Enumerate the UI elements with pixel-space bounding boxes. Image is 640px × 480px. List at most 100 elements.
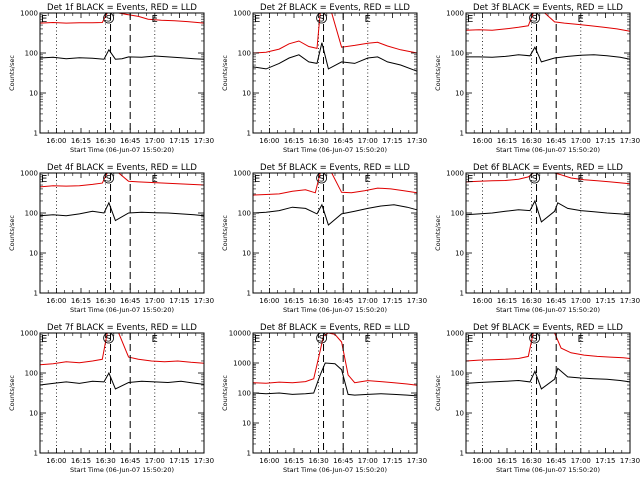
x-tick-label: 16:00 bbox=[46, 457, 66, 465]
y-tick-label: 100 bbox=[238, 390, 251, 398]
x-tick-label: 17:30 bbox=[407, 457, 427, 465]
x-axis-label: Start Time (06-Jun-07 15:50:20) bbox=[283, 146, 387, 154]
panel-title: Det 3f BLACK = Events, RED = LLD bbox=[473, 3, 623, 13]
detector-panel-2: Det 2f BLACK = Events, RED = LLD Counts/s… bbox=[221, 3, 427, 154]
s-marker-circle bbox=[529, 332, 540, 344]
x-tick-label: 16:30 bbox=[309, 137, 329, 145]
series-line-events bbox=[252, 42, 418, 72]
y-tick-label: 100 bbox=[25, 370, 38, 378]
series-line-events bbox=[252, 362, 418, 397]
s-marker-circle bbox=[103, 12, 114, 24]
x-tick-label: 17:15 bbox=[595, 297, 615, 305]
x-tick-label: 17:00 bbox=[571, 137, 591, 145]
x-tick-label: 16:45 bbox=[546, 137, 566, 145]
x-axis-label: Start Time (06-Jun-07 15:50:20) bbox=[496, 306, 600, 314]
s-marker-label: S bbox=[319, 335, 325, 345]
x-axis-label: Start Time (06-Jun-07 15:50:20) bbox=[496, 466, 600, 474]
plot-frame bbox=[39, 172, 205, 294]
x-tick-label: 16:30 bbox=[96, 297, 116, 305]
x-tick-label: 17:15 bbox=[382, 137, 402, 145]
s-marker-label: S bbox=[532, 335, 538, 345]
x-tick-label: 16:45 bbox=[120, 137, 140, 145]
s-marker-circle bbox=[103, 172, 114, 184]
y-tick-label: 10 bbox=[242, 420, 251, 428]
x-tick-label: 17:30 bbox=[407, 137, 427, 145]
y-tick-label: 100 bbox=[451, 370, 464, 378]
plot-frame bbox=[465, 172, 631, 294]
y-tick-label: 1 bbox=[460, 290, 464, 298]
panel-title: Det 9f BLACK = Events, RED = LLD bbox=[473, 323, 623, 333]
y-tick-label: 100 bbox=[238, 50, 251, 58]
y-tick-label: 10 bbox=[29, 250, 38, 258]
e-marker-label: E bbox=[365, 174, 371, 185]
x-tick-label: 17:30 bbox=[620, 297, 640, 305]
plot-frame bbox=[39, 332, 205, 454]
x-tick-label: 16:45 bbox=[333, 297, 353, 305]
x-axis-label: Start Time (06-Jun-07 15:50:20) bbox=[283, 306, 387, 314]
y-tick-label: 10 bbox=[242, 250, 251, 258]
y-tick-label: 1000 bbox=[233, 170, 251, 178]
x-tick-label: 16:00 bbox=[472, 137, 492, 145]
y-axis-label: Counts/sec bbox=[8, 55, 16, 91]
y-axis-label: Counts/sec bbox=[221, 215, 229, 251]
y-tick-label: 10 bbox=[242, 90, 251, 98]
x-tick-label: 16:45 bbox=[333, 137, 353, 145]
x-tick-label: 17:00 bbox=[358, 137, 378, 145]
x-tick-label: 16:00 bbox=[259, 457, 279, 465]
panel-title: Det 1f BLACK = Events, RED = LLD bbox=[47, 3, 197, 13]
y-tick-label: 10 bbox=[455, 410, 464, 418]
y-tick-label: 1000 bbox=[233, 360, 251, 368]
x-tick-label: 16:15 bbox=[71, 137, 91, 145]
y-tick-label: 100 bbox=[25, 210, 38, 218]
x-tick-label: 17:15 bbox=[382, 457, 402, 465]
e-marker-label: E bbox=[578, 14, 584, 25]
s-marker-label: S bbox=[106, 175, 112, 185]
x-tick-label: 16:45 bbox=[120, 297, 140, 305]
x-tick-label: 16:45 bbox=[546, 297, 566, 305]
x-tick-label: 17:30 bbox=[407, 297, 427, 305]
s-marker-label: S bbox=[532, 15, 538, 25]
x-tick-label: 17:00 bbox=[358, 457, 378, 465]
e-marker-label: E bbox=[467, 334, 473, 345]
panel-title: Det 5f BLACK = Events, RED = LLD bbox=[260, 163, 410, 173]
x-tick-label: 17:30 bbox=[194, 297, 214, 305]
detector-panel-4: Det 4f BLACK = Events, RED = LLD Counts/s… bbox=[8, 163, 214, 314]
x-tick-label: 16:30 bbox=[309, 297, 329, 305]
y-tick-label: 1000 bbox=[446, 170, 464, 178]
e-marker-label: E bbox=[41, 14, 47, 25]
y-tick-label: 1 bbox=[247, 290, 251, 298]
series-line-events bbox=[39, 371, 205, 390]
x-tick-label: 16:45 bbox=[120, 457, 140, 465]
y-tick-label: 100 bbox=[238, 210, 251, 218]
x-tick-label: 16:30 bbox=[522, 297, 542, 305]
y-tick-label: 1000 bbox=[20, 170, 38, 178]
panel-title: Det 2f BLACK = Events, RED = LLD bbox=[260, 3, 410, 13]
x-tick-label: 16:15 bbox=[284, 137, 304, 145]
y-tick-label: 10 bbox=[29, 410, 38, 418]
x-tick-label: 17:15 bbox=[595, 457, 615, 465]
detector-panel-6: Det 6f BLACK = Events, RED = LLD Counts/s… bbox=[434, 163, 640, 314]
x-tick-label: 17:00 bbox=[571, 297, 591, 305]
y-tick-label: 10 bbox=[455, 250, 464, 258]
e-marker-label: E bbox=[152, 174, 158, 185]
s-marker-circle bbox=[529, 172, 540, 184]
y-tick-label: 1000 bbox=[446, 330, 464, 338]
panel-title: Det 4f BLACK = Events, RED = LLD bbox=[47, 163, 197, 173]
x-tick-label: 16:00 bbox=[472, 457, 492, 465]
y-tick-label: 1 bbox=[460, 450, 464, 458]
x-tick-label: 16:00 bbox=[46, 297, 66, 305]
y-tick-label: 1 bbox=[34, 450, 38, 458]
e-marker-label: E bbox=[254, 334, 260, 345]
x-axis-label: Start Time (06-Jun-07 15:50:20) bbox=[496, 146, 600, 154]
x-tick-label: 17:15 bbox=[595, 137, 615, 145]
x-axis-label: Start Time (06-Jun-07 15:50:20) bbox=[70, 466, 174, 474]
x-tick-label: 16:30 bbox=[522, 137, 542, 145]
e-marker-label: E bbox=[41, 334, 47, 345]
y-tick-label: 1 bbox=[247, 130, 251, 138]
detector-panel-9: Det 9f BLACK = Events, RED = LLD Counts/s… bbox=[434, 323, 640, 474]
x-tick-label: 17:30 bbox=[194, 137, 214, 145]
y-tick-label: 10 bbox=[29, 90, 38, 98]
s-marker-circle bbox=[316, 12, 328, 24]
e-marker-label: E bbox=[152, 334, 158, 345]
